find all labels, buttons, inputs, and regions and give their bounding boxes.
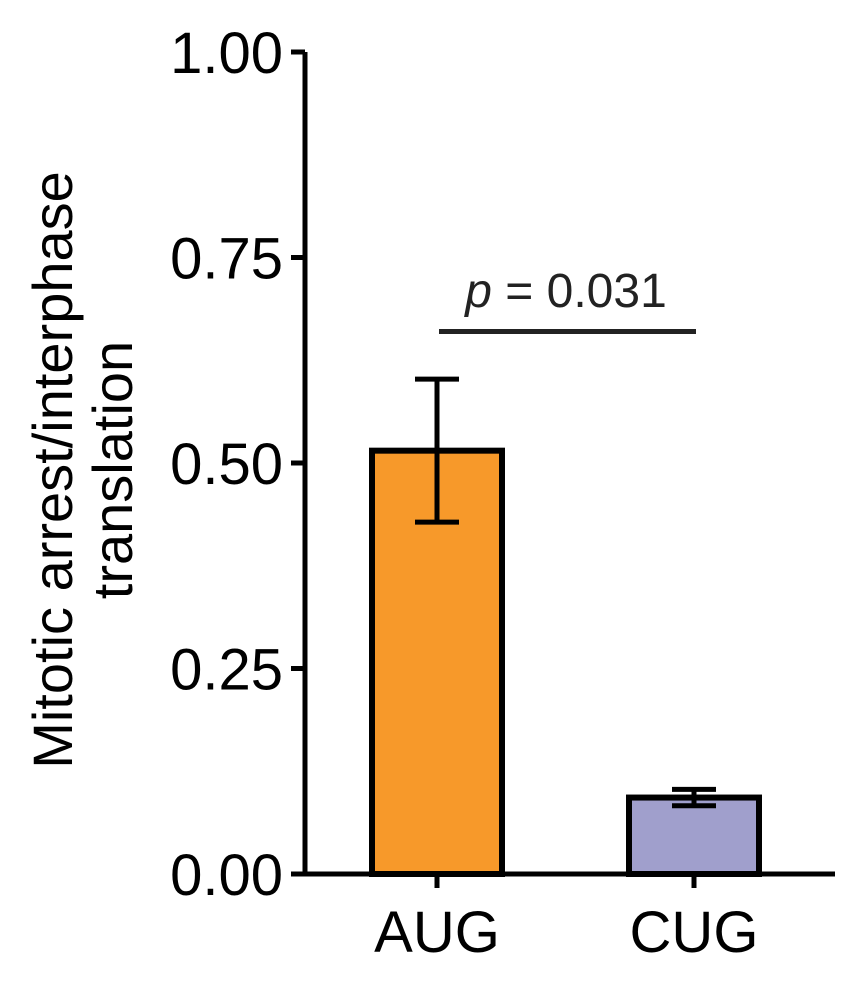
y-tick-label-4: 1.00 [170,21,283,86]
y-tick-label-1: 0.25 [170,638,283,703]
y-axis-title-line-1: Mitotic arrest/interphase [21,171,84,769]
p-value-text: = 0.031 [492,265,667,318]
p-symbol: p [463,265,492,318]
bar-cug [626,794,762,878]
y-axis-title: Mitotic arrest/interphase translation [21,171,144,769]
x-tick-label-cug: CUG [630,900,759,965]
plot-area: 0.00 0.25 0.50 0.75 1.00 AUG CUG [170,21,835,965]
y-tick-label-2: 0.50 [170,432,283,497]
p-value-annotation: p = 0.031 [463,265,667,318]
x-tick-label-aug: AUG [374,900,500,965]
p-value-label: p = 0.031 [463,265,667,318]
y-tick-label-0: 0.00 [170,843,283,908]
y-tick-label-3: 0.75 [170,227,283,292]
y-axis-title-line-2: translation [81,341,144,599]
